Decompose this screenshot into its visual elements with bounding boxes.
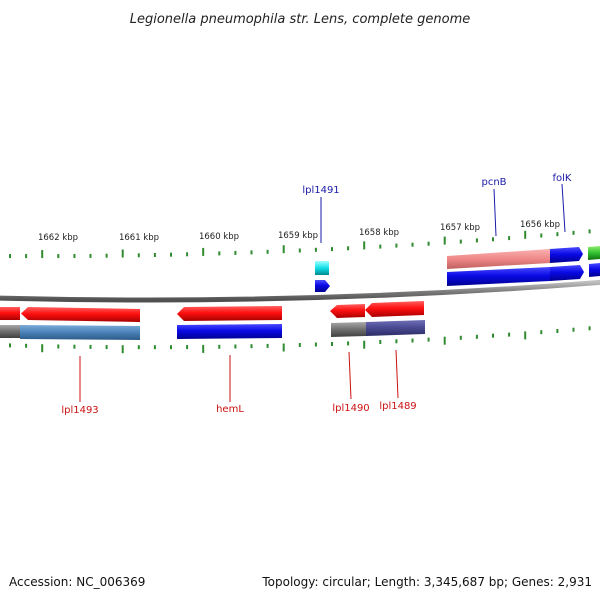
reverse-strand-features bbox=[0, 301, 425, 340]
leader-folK bbox=[561, 183, 566, 233]
feature-gray-left[interactable] bbox=[0, 325, 20, 338]
gene-arrow-edge-red[interactable] bbox=[0, 307, 20, 320]
gene-label-lpl1489: lpl1489 bbox=[379, 401, 416, 412]
scale-label-1658: 1658 kbp bbox=[359, 228, 399, 238]
leader-lines bbox=[79, 183, 566, 402]
scale-ticks-top bbox=[9, 229, 591, 259]
gene-arrow-blue-edge[interactable] bbox=[589, 263, 600, 277]
genome-backbone bbox=[0, 279, 600, 303]
gene-label-lpl1491: lpl1491 bbox=[302, 185, 339, 196]
gene-arrow-lpl1489[interactable] bbox=[365, 301, 424, 317]
map-title: Legionella pneumophila str. Lens, comple… bbox=[130, 12, 471, 27]
scale-label-1661: 1661 kbp bbox=[119, 233, 159, 243]
gene-labels: lpl1491 pcnB folK lpl1493 hemL lpl1490 l… bbox=[61, 173, 572, 416]
gene-label-lpl1490: lpl1490 bbox=[332, 403, 369, 414]
scale-label-1657: 1657 kbp bbox=[440, 223, 480, 233]
scale-ticks-bottom bbox=[9, 326, 591, 354]
forward-strand-features bbox=[315, 246, 600, 292]
gene-arrow-pcnB[interactable] bbox=[447, 249, 550, 269]
scale-label-1660: 1660 kbp bbox=[199, 232, 239, 242]
leader-pcnB bbox=[493, 188, 497, 237]
accession-text: Accession: NC_006369 bbox=[9, 575, 145, 589]
feature-gray-lpl1490[interactable] bbox=[331, 322, 366, 337]
gene-arrow-lpl1493[interactable] bbox=[21, 307, 140, 322]
gene-label-lpl1493: lpl1493 bbox=[61, 405, 98, 416]
leader-lpl1489 bbox=[395, 349, 399, 399]
scale-labels: 1662 kbp 1661 kbp 1660 kbp 1659 kbp 1658… bbox=[38, 220, 560, 243]
feature-purple-lpl1489[interactable] bbox=[366, 320, 425, 336]
scale-label-1659: 1659 kbp bbox=[278, 231, 318, 241]
gene-arrow-forward-2[interactable] bbox=[550, 265, 584, 281]
scale-label-1656: 1656 kbp bbox=[520, 220, 560, 230]
gene-arrow-lpl1490[interactable] bbox=[330, 304, 365, 318]
gene-arrow-folK[interactable] bbox=[550, 247, 583, 263]
gene-arrow-hemL[interactable] bbox=[177, 306, 282, 321]
feature-blue-hemL[interactable] bbox=[177, 324, 282, 339]
gene-arrow-forward-1[interactable] bbox=[447, 267, 550, 286]
scale-label-1662: 1662 kbp bbox=[38, 233, 78, 243]
gene-arrow-green-edge[interactable] bbox=[588, 246, 600, 260]
leader-lpl1490 bbox=[348, 351, 352, 400]
feature-steel-lpl1493[interactable] bbox=[20, 325, 140, 340]
gene-label-hemL: hemL bbox=[216, 404, 244, 415]
genome-summary: Topology: circular; Length: 3,345,687 bp… bbox=[261, 575, 592, 589]
gene-label-folK: folK bbox=[553, 173, 572, 184]
gene-label-pcnB: pcnB bbox=[481, 177, 506, 188]
gene-box-lpl1491[interactable] bbox=[315, 261, 329, 275]
gene-arrow-small-blue[interactable] bbox=[315, 280, 330, 292]
